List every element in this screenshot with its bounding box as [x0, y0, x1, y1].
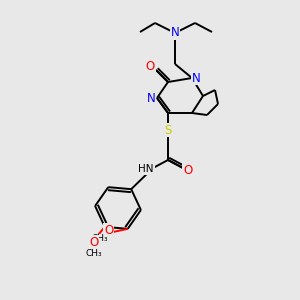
Text: O: O — [146, 59, 154, 73]
Text: S: S — [164, 124, 172, 136]
Text: CH₃: CH₃ — [92, 234, 108, 243]
Text: CH₃: CH₃ — [85, 249, 102, 258]
Text: N: N — [192, 71, 200, 85]
Text: O: O — [104, 224, 113, 237]
Text: N: N — [171, 26, 179, 40]
Text: HN: HN — [138, 164, 154, 174]
Text: O: O — [89, 236, 98, 249]
Text: N: N — [147, 92, 155, 104]
Text: O: O — [183, 164, 193, 176]
